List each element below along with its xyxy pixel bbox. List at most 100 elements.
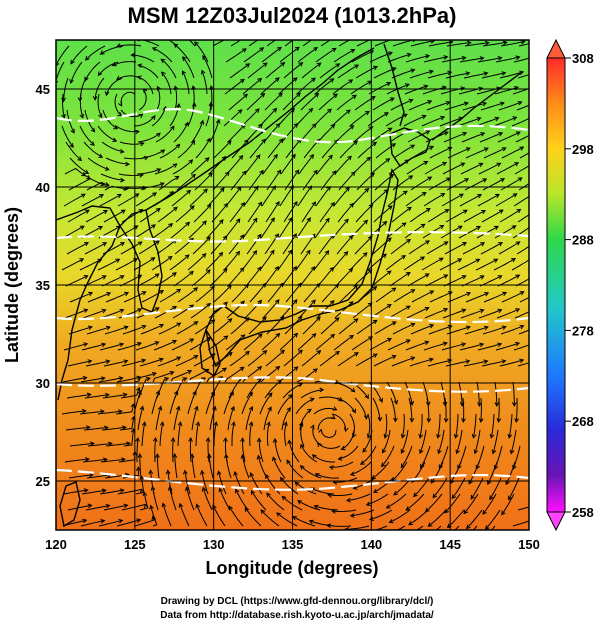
streamline-arrowhead [497, 342, 503, 348]
streamline-arrowhead [311, 333, 317, 338]
streamline [79, 125, 95, 146]
streamline [190, 157, 210, 175]
streamline-arrowhead [353, 318, 359, 323]
streamline-arrowhead [497, 275, 503, 280]
streamline [207, 187, 225, 207]
streamline [475, 117, 499, 127]
streamline-arrowhead [261, 138, 266, 144]
streamline-arrowhead [300, 32, 304, 36]
streamline [479, 132, 503, 143]
streamline-arrowhead [328, 154, 333, 160]
streamline-arrowhead [465, 524, 471, 530]
streamline [455, 413, 459, 438]
streamline-arrowhead [438, 257, 444, 262]
streamline-arrowhead [497, 56, 503, 61]
streamline-arrowhead [245, 350, 250, 356]
streamline [86, 474, 111, 479]
streamline [137, 406, 144, 431]
streamline [244, 507, 262, 527]
streamline [499, 359, 524, 367]
streamline-arrowhead [141, 358, 147, 364]
streamline [369, 509, 393, 521]
streamline [229, 63, 250, 79]
streamline-arrowhead [401, 222, 407, 227]
streamline-arrowhead [208, 101, 214, 107]
streamline [299, 266, 315, 287]
streamline-arrowhead [123, 503, 129, 509]
streamline [317, 442, 341, 449]
streamline-arrowhead [137, 308, 143, 313]
streamline [231, 283, 249, 303]
streamline-arrowhead [293, 366, 299, 371]
streamline-arrowhead [177, 421, 183, 427]
streamline [263, 406, 272, 431]
streamline [62, 225, 85, 239]
streamline-arrowhead [252, 217, 258, 223]
streamline-arrowhead [425, 130, 431, 135]
streamline [259, 392, 273, 415]
streamline-arrowhead [420, 223, 426, 229]
streamline-arrowhead [327, 108, 332, 114]
streamline [352, 157, 371, 175]
streamline [313, 407, 337, 415]
streamline [79, 410, 104, 415]
streamline [301, 350, 321, 367]
streamline [70, 45, 88, 64]
streamline [500, 40, 525, 47]
streamline-arrowhead [337, 33, 341, 36]
streamline-arrowhead [61, 113, 66, 119]
streamline [244, 300, 262, 319]
streamline [85, 360, 110, 367]
streamline-arrowhead [512, 464, 517, 470]
streamline-arrowhead [410, 289, 416, 294]
streamline [384, 413, 388, 438]
streamline [319, 63, 340, 79]
streamline-arrowhead [276, 169, 282, 175]
streamline [66, 393, 91, 399]
streamline [494, 381, 498, 406]
streamline [194, 41, 209, 63]
streamline [191, 406, 198, 431]
streamline-arrowhead [199, 119, 205, 125]
streamline [408, 100, 432, 111]
streamline [456, 429, 463, 454]
streamline [119, 141, 144, 145]
streamline-arrowhead [479, 342, 485, 348]
streamline [300, 234, 316, 255]
streamline-arrowhead [193, 355, 199, 360]
streamline-arrowhead [538, 39, 542, 43]
streamline [316, 155, 333, 175]
streamline [105, 157, 130, 165]
streamline [332, 79, 353, 95]
streamline [493, 116, 517, 127]
streamline-arrowhead [172, 453, 178, 458]
streamline [68, 326, 93, 335]
streamline [171, 190, 191, 207]
streamline [181, 70, 190, 95]
streamline-arrowhead [310, 424, 315, 430]
streamline [494, 86, 519, 95]
streamline-arrowhead [88, 291, 94, 297]
streamline [137, 132, 161, 143]
streamline-arrowhead [410, 144, 416, 149]
streamline [260, 77, 280, 95]
credit-line-2: Data from http://database.rish.kyoto-u.a… [160, 610, 434, 621]
colorbar-ticks: 308 298 288 278 268 258 [565, 51, 594, 520]
streamline [84, 61, 101, 81]
streamline [406, 307, 429, 319]
streamline-arrowhead [514, 162, 520, 167]
streamline [194, 319, 215, 335]
streamline-arrowhead [479, 275, 485, 280]
streamline [193, 204, 212, 223]
streamline-arrowhead [478, 162, 484, 168]
streamline [404, 223, 425, 239]
streamline [439, 117, 463, 127]
streamline [157, 356, 181, 367]
streamline [141, 422, 146, 447]
longitude-tick-label: 130 [203, 537, 225, 552]
streamline [86, 182, 109, 191]
streamline-arrowhead [187, 370, 193, 375]
streamline [408, 397, 413, 422]
streamline-arrowhead [405, 272, 411, 277]
latitude-tick-label: 45 [36, 82, 50, 97]
